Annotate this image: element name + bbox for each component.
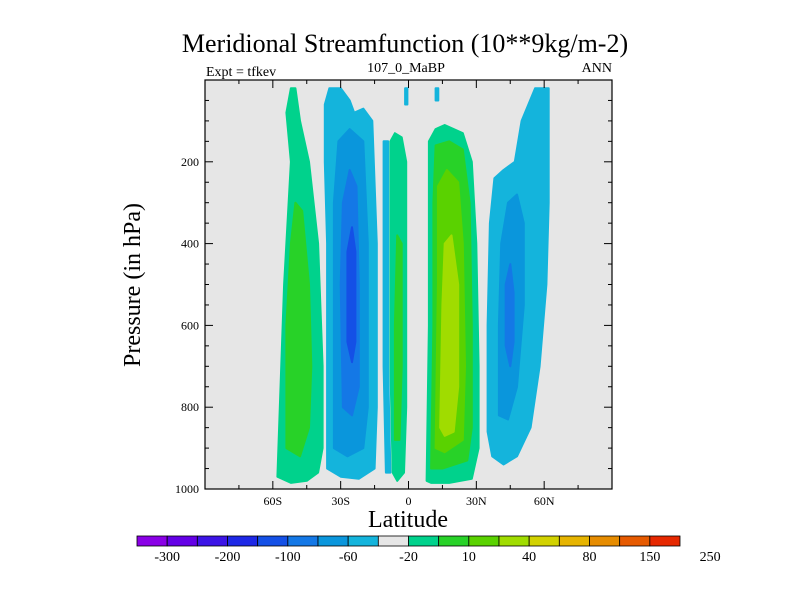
contour-eq-blue-strip <box>382 140 392 474</box>
colorbar-box <box>196 535 228 547</box>
y-tick-label: 400 <box>181 237 199 251</box>
contour-regions <box>276 87 550 484</box>
colorbar-label: -200 <box>215 550 241 565</box>
x-tick-label: 0 <box>406 494 412 508</box>
colorbar-box <box>166 535 198 547</box>
subtitle-center: 107_0_MaBP <box>367 61 445 76</box>
colorbar-label: 40 <box>522 550 536 565</box>
colorbar: -300 -200 -100 -60 -20 10 40 80 150 250 <box>136 535 721 565</box>
colorbar-box <box>317 535 349 547</box>
plot-background <box>205 80 612 489</box>
colorbar-box <box>498 535 530 547</box>
contour-sh-blue-core <box>346 226 357 364</box>
contour-sh-green-inner <box>285 201 313 458</box>
colorbar-box <box>227 535 259 547</box>
colorbar-box <box>287 535 319 547</box>
subtitle-left: Expt = tfkev <box>206 65 276 80</box>
colorbar-label: -300 <box>154 550 180 565</box>
x-axis-label: Latitude <box>368 507 448 533</box>
contour-nh-blue-core <box>504 263 515 368</box>
contour-nh-yellow-core <box>439 234 460 437</box>
colorbar-box <box>468 535 500 547</box>
colorbar-label: 250 <box>700 550 721 565</box>
colorbar-label: -20 <box>399 550 418 565</box>
colorbar-box <box>136 535 168 547</box>
subtitle-right: ANN <box>582 61 612 76</box>
x-tick-label: 30S <box>331 494 350 508</box>
contour-eq-green-strip-inner <box>393 234 403 441</box>
colorbar-label: -100 <box>275 550 301 565</box>
colorbar-label: 10 <box>462 550 476 565</box>
y-tick-label: 600 <box>181 318 199 332</box>
colorbar-label: 150 <box>639 550 660 565</box>
colorbar-box <box>528 535 560 547</box>
colorbar-box <box>377 535 409 547</box>
y-tick-label: 200 <box>181 155 199 169</box>
chart-title: Meridional Streamfunction (10**9kg/m-2) <box>182 29 628 58</box>
y-tick-label: 1000 <box>175 482 199 496</box>
colorbar-box <box>558 535 590 547</box>
colorbar-label: 80 <box>583 550 597 565</box>
y-tick-label: 800 <box>181 400 199 414</box>
contour-top-blue-stub-right <box>434 87 440 102</box>
x-tick-label: 60N <box>534 494 555 508</box>
colorbar-label: -60 <box>339 550 358 565</box>
plot-area: 60S 30S 0 30N 60N 200 400 600 800 1000 <box>175 79 613 508</box>
x-tick-label: 30N <box>466 494 487 508</box>
colorbar-box <box>619 535 651 547</box>
colorbar-box <box>347 535 379 547</box>
x-tick-label: 60S <box>263 494 282 508</box>
y-axis-label: Pressure (in hPa) <box>120 203 146 367</box>
contour-top-blue-stub-left <box>404 87 409 106</box>
axis-ticks: 60S 30S 0 30N 60N 200 400 600 800 1000 <box>175 80 613 508</box>
colorbar-box <box>589 535 621 547</box>
colorbar-box <box>438 535 470 547</box>
colorbar-box <box>257 535 289 547</box>
colorbar-box <box>408 535 440 547</box>
colorbar-box <box>649 535 681 547</box>
